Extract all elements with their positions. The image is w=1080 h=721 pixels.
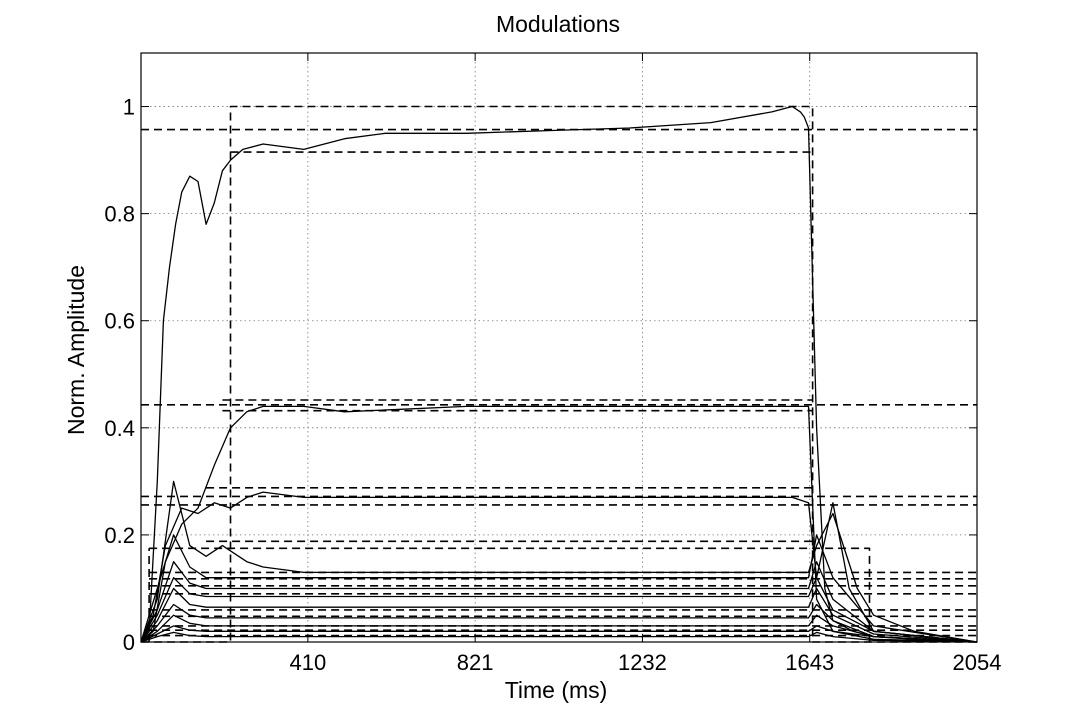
chart-title: Modulations <box>496 11 620 37</box>
x-tick-label-0: 410 <box>290 650 327 675</box>
x-tick-label-3: 1643 <box>785 650 834 675</box>
series-line-11 <box>140 631 978 643</box>
plot-lines <box>140 105 978 643</box>
y-axis-label: Norm. Amplitude <box>63 265 89 435</box>
y-tick-label-3: 0.6 <box>104 309 135 334</box>
x-tick-label-2: 1232 <box>618 650 667 675</box>
x-tick-label-4: 2054 <box>953 650 1002 675</box>
axis-ticks: 410 821 1232 1643 2054 0 0.2 0.4 0.6 0.8 1 <box>104 53 1001 675</box>
series-line-1 <box>140 405 978 643</box>
x-tick-label-1: 821 <box>457 650 494 675</box>
dashed-series-12 <box>141 105 977 643</box>
series-line-7 <box>140 587 978 643</box>
y-tick-label-2: 0.4 <box>104 416 135 441</box>
dashed-series-22 <box>149 547 871 642</box>
series-line-10 <box>140 625 978 643</box>
series-line-4 <box>140 534 978 643</box>
series-line-0 <box>140 105 978 643</box>
x-axis-label: Time (ms) <box>505 677 608 703</box>
grid-lines <box>141 53 977 642</box>
y-tick-label-0: 0 <box>123 630 135 655</box>
plot-frame <box>140 52 978 643</box>
y-tick-label-5: 1 <box>123 95 135 120</box>
y-tick-label-4: 0.8 <box>104 202 135 227</box>
y-tick-label-1: 0.2 <box>104 523 135 548</box>
series-line-2 <box>140 491 978 643</box>
